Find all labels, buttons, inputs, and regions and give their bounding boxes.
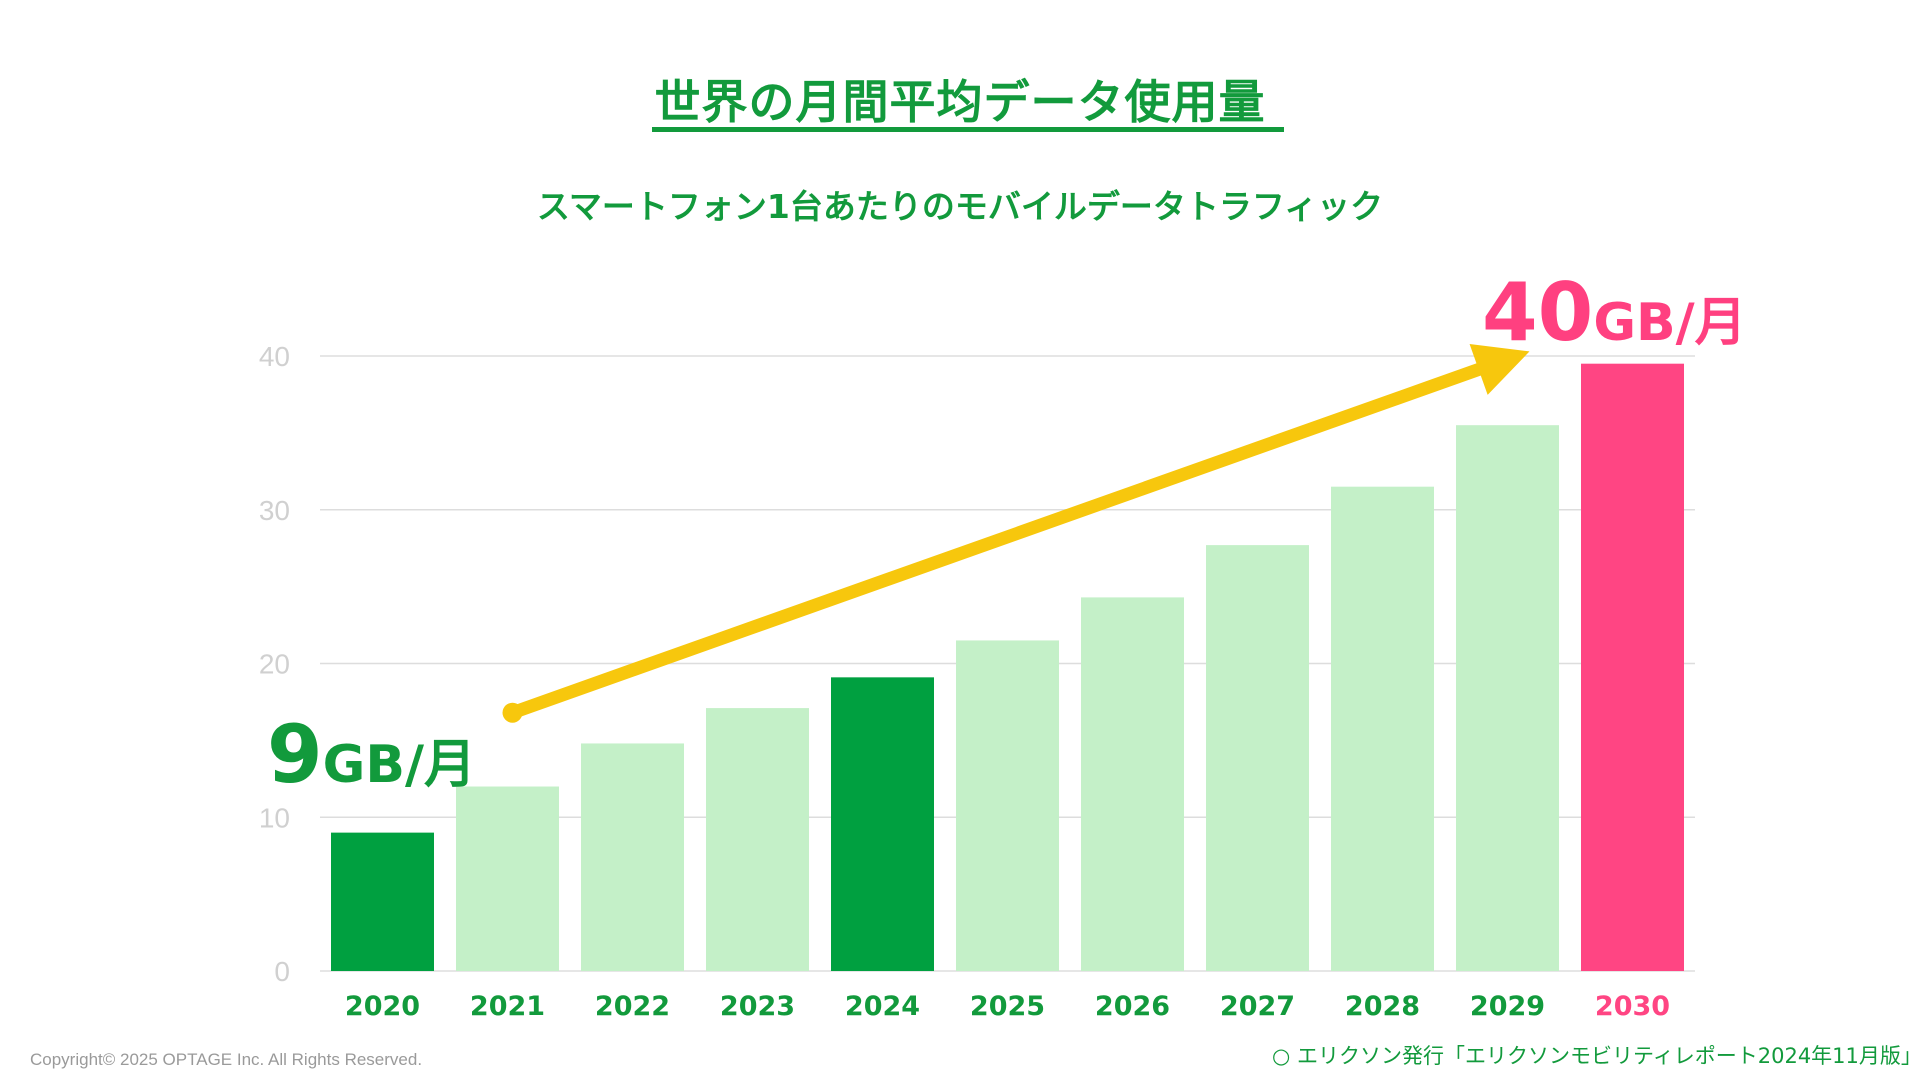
x-tick-label: 2024 (845, 991, 920, 1022)
bar-2028 (1331, 486, 1434, 971)
x-tick-label: 2021 (470, 991, 545, 1022)
bar-2023 (706, 708, 809, 971)
end-value-annotation: 40GB/月 (1482, 273, 1747, 353)
bar-2020 (331, 832, 434, 971)
start-value: 9 (267, 708, 323, 801)
x-tick-label: 2027 (1220, 991, 1295, 1022)
y-tick-label: 40 (259, 341, 290, 372)
x-tick-label: 2020 (345, 991, 420, 1022)
x-tick-label: 2022 (595, 991, 670, 1022)
bar-2027 (1206, 545, 1309, 971)
end-value: 40 (1482, 266, 1594, 359)
bar-2024 (831, 677, 934, 971)
bar-2029 (1456, 425, 1559, 971)
trend-arrow-start-dot (502, 702, 523, 723)
x-tick-label: 2030 (1595, 991, 1670, 1022)
trend-arrow-head (1469, 344, 1530, 395)
chart-title: 世界の月間平均データ使用量 (654, 75, 1266, 129)
chart-subtitle: スマートフォン1台あたりのモバイルデータトラフィック (536, 187, 1384, 226)
y-tick-label: 0 (274, 956, 290, 987)
x-tick-label: 2025 (970, 991, 1045, 1022)
start-unit: GB/月 (322, 735, 476, 795)
y-tick-label: 20 (259, 649, 290, 680)
bar-2030 (1581, 363, 1684, 971)
trend-arrow-shaft (510, 362, 1485, 719)
end-unit: GB/月 (1593, 293, 1747, 353)
source-note: ○ エリクソン発行「エリクソンモビリティレポート2024年11月版」 (1272, 1044, 1920, 1068)
title-underline (652, 127, 1284, 132)
bar-2025 (956, 640, 1059, 971)
x-tick-label: 2026 (1095, 991, 1170, 1022)
y-tick-label: 30 (259, 495, 290, 526)
copyright-text: Copyright© 2025 OPTAGE Inc. All Rights R… (30, 1050, 423, 1069)
bar-2021 (456, 786, 559, 971)
start-value-annotation: 9GB/月 (267, 715, 476, 795)
x-tick-label: 2023 (720, 991, 795, 1022)
x-tick-label: 2028 (1345, 991, 1420, 1022)
y-tick-label: 10 (259, 802, 290, 833)
bar-2026 (1081, 597, 1184, 971)
x-tick-label: 2029 (1470, 991, 1545, 1022)
bar-2022 (581, 743, 684, 971)
